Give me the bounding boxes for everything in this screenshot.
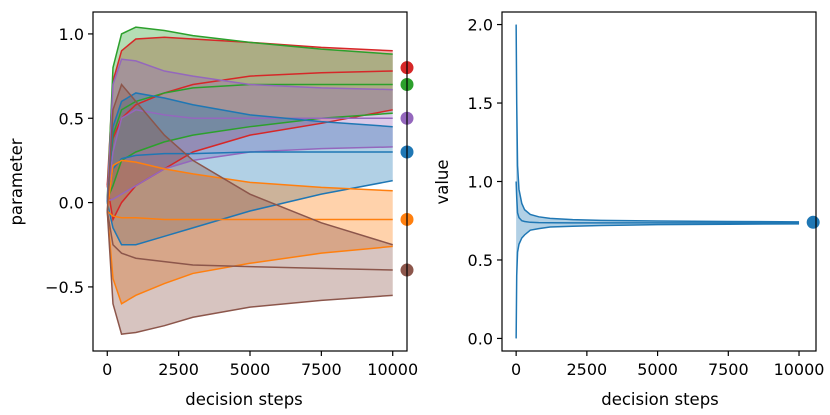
right-x-tick-label: 5000 [637, 360, 678, 379]
right-y-tick-label: 0.0 [468, 329, 493, 348]
upper-line-left-purple [106, 58, 393, 201]
right-x-tick-label: 7500 [708, 360, 749, 379]
lower-line-left-brown [106, 210, 393, 335]
mean-line-left-brown [106, 210, 393, 271]
band-left-purple [107, 59, 393, 201]
left-x-axis-ticks: 0 2500 5000 7500 10000 [102, 351, 418, 379]
left-y-tick-label: 0.0 [59, 194, 84, 213]
upper-line-left-brown [106, 83, 393, 246]
left-bands [107, 27, 393, 335]
mean-line-right-value [515, 181, 800, 224]
right-x-tick-label: 0 [511, 360, 521, 379]
lower-line-left-blue [106, 179, 393, 246]
right-y-axis-label: value [433, 159, 452, 204]
mean-line-left-blue [106, 151, 393, 203]
band-left-blue [107, 92, 393, 245]
mean-line-left-orange [106, 210, 393, 221]
right-x-tick-label: 10000 [774, 360, 825, 379]
left-y-axis-ticks: −0.5 0.0 0.5 1.0 [45, 25, 93, 297]
right-x-tick-label: 2500 [567, 360, 608, 379]
true-value-dot-right-value [806, 215, 820, 229]
upper-line-left-orange [106, 159, 393, 212]
left-y-axis-label: parameter [7, 138, 26, 225]
left-x-tick-label: 7500 [301, 360, 342, 379]
right-x-axis-label: decision steps [601, 390, 719, 409]
left-x-tick-label: 10000 [367, 360, 418, 379]
right-true-value-markers [806, 215, 820, 229]
left-y-tick-label: 0.5 [59, 109, 84, 128]
left-lines [106, 26, 393, 335]
upper-line-left-blue [106, 92, 393, 203]
mean-line-left-green [106, 83, 393, 200]
right-lines [515, 24, 800, 339]
mean-line-left-purple [106, 109, 393, 201]
left-y-tick-label: 1.0 [59, 25, 84, 44]
right-y-axis-ticks: 0.0 0.5 1.0 1.5 2.0 [468, 16, 502, 348]
band-left-green [107, 27, 393, 200]
band-left-brown [107, 84, 393, 335]
band-left-orange [107, 160, 393, 304]
left-x-tick-label: 5000 [230, 360, 271, 379]
right-y-tick-label: 1.5 [468, 94, 493, 113]
upper-line-left-red [106, 36, 393, 186]
upper-line-left-green [106, 26, 393, 200]
lower-line-left-green [106, 112, 393, 200]
lower-line-left-orange [106, 210, 393, 305]
right-y-tick-label: 2.0 [468, 16, 493, 35]
left-x-tick-label: 2500 [158, 360, 199, 379]
right-panel: 0 2500 5000 7500 10000 0.0 0.5 1.0 1.5 2.0 decis… [433, 11, 824, 409]
right-x-axis-ticks: 0 2500 5000 7500 10000 [511, 351, 824, 379]
lower-line-right-value [515, 223, 800, 339]
upper-line-right-value [515, 24, 800, 223]
left-y-tick-label: −0.5 [45, 278, 84, 297]
left-x-axis-label: decision steps [185, 390, 303, 409]
left-x-tick-label: 0 [102, 360, 112, 379]
right-y-tick-label: 1.0 [468, 173, 493, 192]
right-y-tick-label: 0.5 [468, 251, 493, 270]
left-panel: 0 2500 5000 7500 10000 −0.5 0.0 0.5 1.0 decisio… [7, 11, 418, 409]
band-left-red [107, 37, 393, 220]
